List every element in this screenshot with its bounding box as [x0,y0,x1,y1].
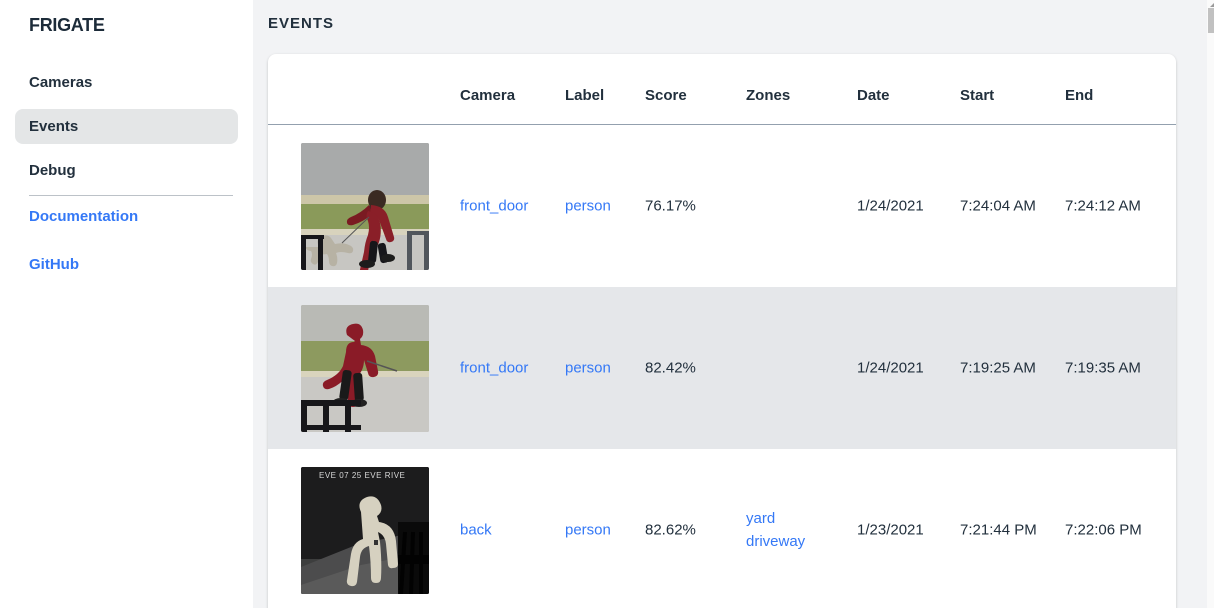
svg-text:EVE 07 25 EVE RIVE: EVE 07 25 EVE RIVE [319,471,405,480]
